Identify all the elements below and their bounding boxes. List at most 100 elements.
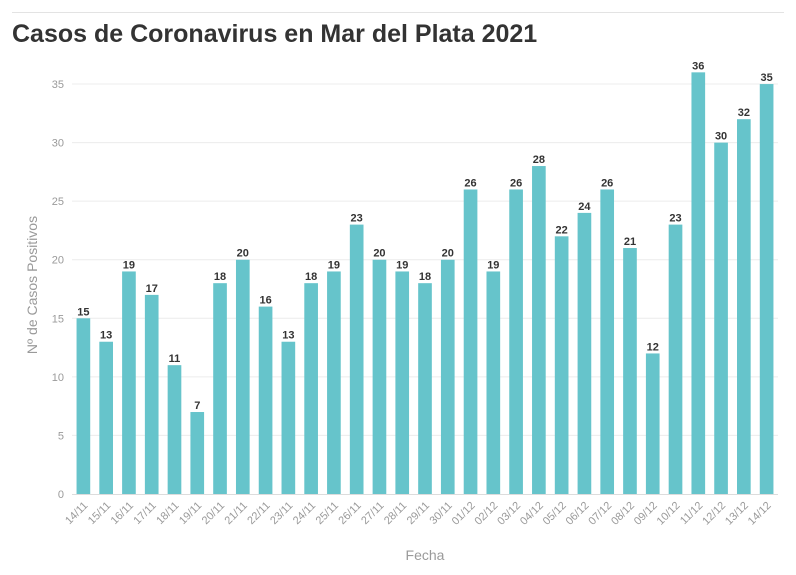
x-tick-label: 22/11 (245, 500, 272, 527)
x-tick-label: 24/11 (291, 500, 318, 527)
data-labels: 15 13 19 17 11 7 18 20 16 13 18 19 23 20 19 18 20 26 19 26 2… (77, 60, 772, 412)
x-tick-label: 26/11 (336, 500, 363, 527)
bar-value-label: 20 (237, 248, 249, 260)
x-tick-label: 28/11 (382, 500, 409, 527)
y-tick-label: 0 (58, 489, 64, 501)
top-divider (12, 12, 784, 13)
bar (395, 271, 410, 494)
x-tick-label: 06/12 (564, 500, 592, 528)
bar (418, 283, 432, 494)
x-tick-label: 16/11 (109, 500, 136, 527)
x-tick-label: 13/12 (723, 500, 751, 528)
bar-value-label: 19 (123, 259, 135, 271)
y-tick-label: 25 (52, 196, 64, 208)
bar-value-label: 13 (100, 330, 112, 342)
x-tick-label: 10/12 (655, 500, 683, 528)
bar (213, 283, 227, 494)
bar (623, 248, 637, 494)
bar-value-label: 20 (373, 248, 385, 260)
bar-value-label: 26 (510, 177, 522, 189)
bar-value-label: 36 (692, 60, 704, 72)
bar (577, 212, 592, 495)
bar (235, 259, 250, 494)
bar (532, 166, 546, 495)
x-tick-label: 01/12 (450, 500, 478, 528)
bar-value-label: 22 (556, 224, 568, 236)
bar (76, 318, 91, 494)
bar (99, 341, 113, 494)
bar-value-label: 30 (715, 131, 727, 143)
bar-value-label: 16 (259, 295, 271, 307)
x-tick-label: 21/11 (223, 500, 250, 527)
gridlines (72, 83, 778, 436)
bar-value-label: 18 (214, 271, 226, 283)
bar-value-label: 28 (533, 154, 545, 166)
bar-value-label: 11 (169, 353, 181, 365)
bar-value-label: 7 (194, 400, 200, 412)
x-tick-label: 25/11 (314, 500, 341, 527)
bar-value-label: 32 (738, 107, 750, 119)
bar-value-label: 15 (77, 306, 89, 318)
bar (554, 236, 569, 494)
bar-value-label: 23 (669, 213, 681, 225)
x-tick-label: 08/12 (609, 500, 637, 528)
bar-value-label: 35 (760, 72, 772, 84)
bar-value-label: 19 (487, 259, 499, 271)
x-axis-ticks: 14/1115/1116/1117/1118/1119/1120/1121/11… (63, 500, 774, 528)
bar-value-label: 21 (624, 236, 636, 248)
bar-value-label: 18 (419, 271, 431, 283)
bar (327, 271, 341, 494)
bar-value-label: 20 (442, 248, 454, 260)
bar-value-label: 24 (578, 201, 591, 213)
x-tick-label: 03/12 (495, 500, 523, 528)
bar (258, 306, 273, 494)
x-tick-label: 15/11 (86, 500, 113, 527)
x-tick-label: 23/11 (268, 500, 295, 527)
y-tick-label: 30 (52, 138, 64, 150)
bar-value-label: 13 (282, 330, 294, 342)
x-tick-label: 27/11 (359, 500, 386, 527)
y-tick-label: 5 (58, 430, 64, 442)
bars (76, 72, 774, 495)
bar (122, 271, 136, 494)
bar (668, 224, 683, 495)
x-tick-label: 20/11 (200, 500, 227, 527)
x-tick-label: 09/12 (632, 500, 660, 528)
x-tick-label: 30/11 (428, 500, 455, 527)
y-tick-label: 35 (52, 79, 64, 91)
x-tick-label: 11/12 (678, 500, 705, 527)
bar-value-label: 23 (351, 213, 363, 225)
y-axis-ticks: 0 5 10 15 20 25 30 35 (52, 79, 64, 501)
bar-value-label: 19 (328, 259, 340, 271)
bar (714, 142, 728, 495)
x-tick-label: 04/12 (518, 500, 546, 528)
x-tick-label: 07/12 (586, 500, 614, 528)
x-tick-label: 14/11 (63, 500, 90, 527)
bar (190, 412, 205, 494)
bar (759, 84, 774, 495)
bar-value-label: 17 (146, 283, 158, 295)
x-tick-label: 29/11 (405, 500, 432, 527)
x-tick-label: 12/12 (700, 500, 728, 528)
bar (486, 271, 501, 494)
bar (349, 224, 364, 495)
chart-title: Casos de Coronavirus en Mar del Plata 20… (12, 20, 538, 48)
bar (691, 72, 706, 495)
y-tick-label: 15 (52, 313, 64, 325)
bar (645, 353, 660, 494)
bar (463, 189, 478, 495)
x-axis-label: Fecha (406, 547, 445, 563)
bar-value-label: 12 (647, 341, 659, 353)
bar (144, 294, 159, 494)
bar (440, 259, 455, 494)
bar (167, 365, 182, 494)
x-tick-label: 17/11 (131, 500, 158, 527)
bar-value-label: 26 (464, 177, 476, 189)
bar-value-label: 19 (396, 259, 408, 271)
bar (372, 259, 387, 494)
x-tick-label: 14/12 (746, 500, 774, 528)
bar (509, 189, 523, 495)
bar (304, 283, 318, 494)
bar (737, 119, 751, 495)
